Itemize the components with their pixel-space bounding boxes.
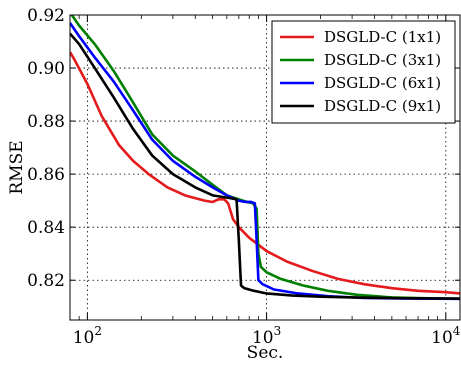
y-tick-label: 0.86 [27,165,65,185]
x-tick-label-exp: 4 [453,324,461,338]
x-tick-label-base: 10 [431,328,453,348]
x-tick-label-base: 10 [252,328,274,348]
axis-ticks [70,14,460,320]
x-axis-title: Sec. [247,343,284,363]
y-tick-label: 0.92 [27,6,65,26]
x-tick-label: 103 [252,324,281,348]
series-line-1 [70,51,460,295]
x-tick-label-exp: 3 [274,324,282,338]
legend-label: DSGLD-C (1x1) [324,28,441,46]
legend-label: DSGLD-C (9x1) [324,97,441,115]
x-tick-label-exp: 2 [94,324,102,338]
x-tick-label: 102 [73,324,102,348]
series-line-3 [70,22,460,301]
y-axis-title: RMSE [7,140,27,194]
y-tick-label: 0.90 [27,59,65,79]
legend-label: DSGLD-C (3x1) [324,51,441,69]
x-tick-label: 104 [431,324,461,348]
y-tick-label: 0.82 [27,271,65,291]
series-lines [70,15,460,301]
legend-label: DSGLD-C (6x1) [324,74,441,92]
x-tick-label-base: 10 [73,328,95,348]
y-tick-label: 0.88 [27,112,65,132]
plot-frame [69,14,461,321]
y-tick-label: 0.84 [27,218,65,238]
legend: DSGLD-C (1x1) DSGLD-C (3x1) DSGLD-C (6x1) D… [271,20,456,124]
series-line-4 [70,32,460,300]
